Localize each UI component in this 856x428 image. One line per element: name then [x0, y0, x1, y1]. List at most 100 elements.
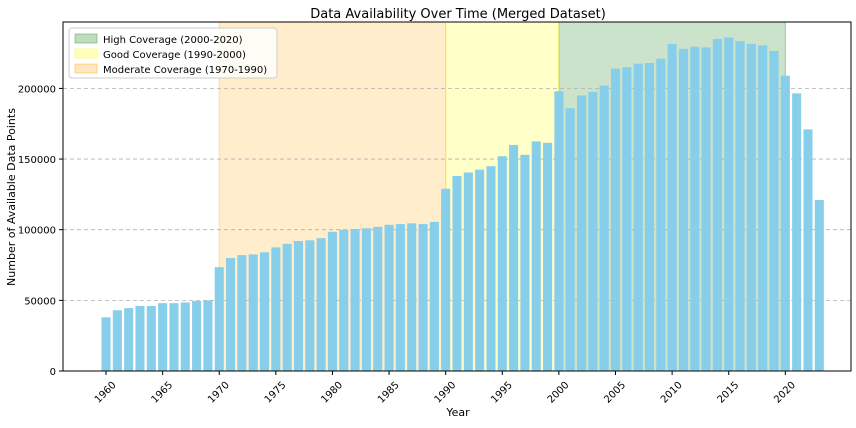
bar-1972 [237, 255, 247, 371]
bar-2017 [746, 43, 756, 371]
chart-title: Data Availability Over Time (Merged Data… [310, 7, 606, 22]
plot-frame [62, 21, 852, 372]
bar-1965 [158, 303, 168, 371]
axes [62, 21, 852, 372]
bar-1971 [226, 257, 236, 371]
bar-2004 [599, 85, 609, 371]
x-tick-label-1970: 1970 [206, 380, 232, 406]
bar-1989 [429, 221, 439, 371]
bar-2011 [678, 48, 688, 371]
y-tick-label-200000: 200000 [18, 84, 56, 95]
x-tick-label-2015: 2015 [716, 380, 742, 406]
bar-2020 [780, 75, 790, 371]
legend: High Coverage (2000-2020) Good Coverage (… [68, 27, 278, 79]
x-tick-label-1960: 1960 [93, 380, 119, 406]
bar-1985 [384, 224, 394, 371]
bar-2001 [565, 108, 575, 372]
y-tick-label-50000: 50000 [24, 296, 56, 307]
bar-1966 [169, 303, 179, 371]
legend-label-1: Good Coverage (1990-2000) [103, 50, 246, 61]
bar-1984 [373, 226, 383, 371]
y-tick-label-0: 0 [50, 367, 56, 378]
legend-swatch-0 [74, 33, 98, 44]
bar-1998 [531, 141, 541, 371]
bar-1960 [101, 317, 111, 371]
bar-2002 [577, 95, 587, 371]
bar-1999 [543, 142, 553, 371]
bar-2016 [735, 41, 745, 372]
bar-1978 [305, 240, 315, 371]
bar-1986 [395, 224, 405, 371]
legend-label-0: High Coverage (2000-2020) [103, 35, 243, 46]
bar-1988 [418, 224, 428, 371]
y-tick-label-150000: 150000 [18, 155, 56, 166]
bar-2014 [712, 38, 722, 371]
bar-2021 [792, 93, 802, 371]
bar-1967 [180, 302, 190, 371]
y-tick-label-100000: 100000 [18, 226, 56, 237]
bar-2008 [644, 62, 654, 371]
bar-1982 [350, 228, 360, 371]
x-tick-label-1985: 1985 [376, 380, 402, 406]
bar-1996 [509, 144, 519, 371]
bar-1980 [327, 231, 337, 371]
bar-1968 [192, 301, 202, 371]
y-axis-ticks: 0 50000 100000 150000 200000 [18, 84, 63, 378]
x-tick-label-1995: 1995 [489, 380, 515, 406]
legend-swatch-1 [74, 48, 98, 59]
bar-2012 [690, 46, 700, 372]
legend-box [68, 27, 278, 79]
bar-2018 [758, 45, 768, 371]
legend-label-2: Moderate Coverage (1970-1990) [103, 65, 267, 76]
x-axis-label: Year [445, 406, 470, 419]
y-axis-label: Number of Available Data Points [5, 108, 18, 286]
legend-swatch-2 [74, 63, 98, 74]
bar-1983 [361, 228, 371, 371]
bar-2023 [814, 200, 824, 371]
bar-2006 [622, 67, 632, 372]
bar-1976 [282, 243, 292, 371]
x-tick-label-1990: 1990 [433, 380, 459, 406]
bar-1979 [316, 238, 326, 371]
x-tick-label-1965: 1965 [150, 380, 176, 406]
bar-1963 [135, 306, 145, 371]
bar-1981 [339, 229, 349, 371]
bar-2003 [588, 91, 598, 372]
bar-1992 [463, 172, 473, 371]
x-tick-label-2000: 2000 [546, 380, 572, 406]
x-tick-label-1975: 1975 [263, 380, 289, 406]
bar-2005 [610, 68, 621, 371]
x-tick-label-2010: 2010 [659, 380, 685, 406]
x-tick-label-1980: 1980 [319, 380, 345, 406]
bar-2022 [803, 129, 813, 371]
bars [101, 37, 824, 372]
bar-1993 [475, 169, 485, 371]
bar-1961 [112, 310, 122, 371]
bar-1975 [271, 247, 281, 371]
x-axis-ticks: 1960 1965 1970 1975 1980 1985 1990 1995 2000 2005… [93, 371, 798, 406]
bar-2000 [554, 91, 564, 372]
bar-1990 [441, 188, 451, 371]
bar-1995 [497, 156, 507, 371]
x-tick-label-2020: 2020 [772, 380, 798, 406]
bar-1974 [260, 252, 270, 371]
bar-1970 [214, 267, 224, 371]
bar-1977 [293, 241, 304, 371]
bar-1994 [486, 166, 496, 371]
bar-2007 [633, 63, 643, 371]
bar-2009 [656, 58, 666, 371]
bar-2010 [667, 43, 677, 371]
bar-1962 [124, 308, 134, 371]
bar-1969 [203, 300, 213, 371]
bar-2019 [769, 50, 779, 372]
bar-2015 [724, 37, 734, 371]
bar-1991 [452, 176, 462, 371]
bar-2013 [701, 47, 711, 371]
x-tick-label-2005: 2005 [602, 380, 628, 406]
bar-1973 [248, 254, 258, 371]
bar-1997 [520, 154, 530, 371]
bar-1987 [407, 223, 417, 371]
bar-1964 [146, 306, 156, 371]
